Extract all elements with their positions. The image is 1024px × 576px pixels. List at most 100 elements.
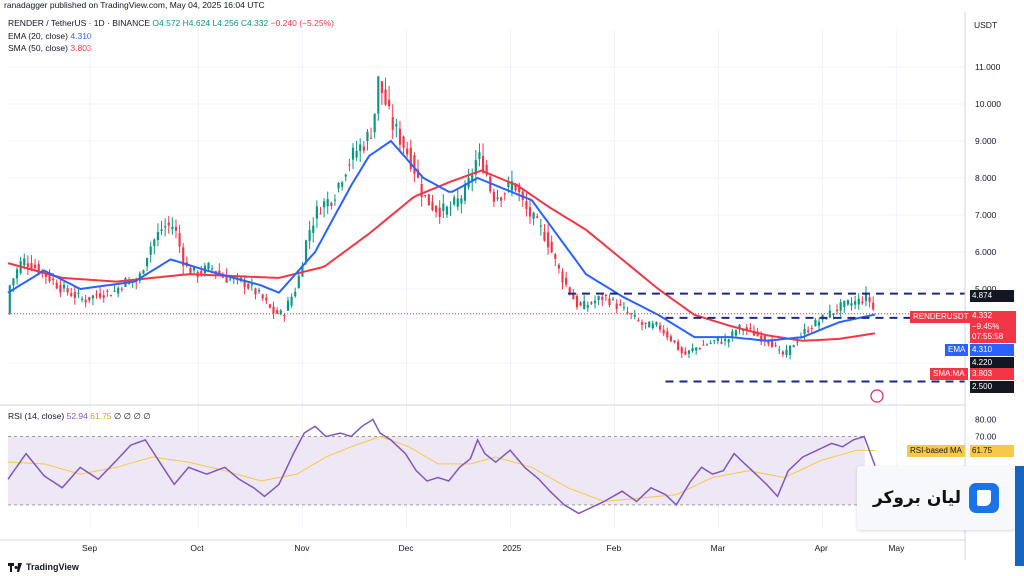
candle-body <box>792 345 795 348</box>
candle-body <box>99 293 102 298</box>
candle-body <box>500 197 503 201</box>
candle-body <box>781 351 784 355</box>
candle-body <box>156 232 160 240</box>
candle-body <box>716 338 719 342</box>
high-value: H4.624 <box>182 18 211 28</box>
candle-body <box>297 275 300 289</box>
candle-body <box>106 290 109 292</box>
candle-body <box>604 295 607 297</box>
rsi-legend-value: 52.94 <box>66 411 88 421</box>
candle-body <box>26 263 29 267</box>
candle-body <box>398 128 402 145</box>
candle-body <box>568 287 571 295</box>
candle-body <box>543 231 546 241</box>
candle-body <box>59 284 62 293</box>
last-price-box: 4.332 −9.45% 07:55:58 <box>970 311 1016 343</box>
candle-body <box>95 294 98 296</box>
symbol-name[interactable]: RENDER / TetherUS · 1D · BINANCE <box>8 18 151 28</box>
axes: 11.00010.0009.0008.0007.0006.0005.0003.0… <box>0 12 1001 560</box>
candle-body <box>593 300 597 304</box>
candle-body <box>153 239 156 247</box>
candle-body <box>843 300 846 308</box>
candle-body <box>644 322 647 324</box>
candle-body <box>377 76 380 114</box>
candle-body <box>359 144 362 151</box>
candle-body <box>308 230 311 241</box>
brand-icon <box>969 483 1000 513</box>
candle-body <box>868 297 871 302</box>
candle-body <box>413 155 416 174</box>
candle-body <box>218 270 221 275</box>
footer-brand-text: TradingView <box>26 562 79 572</box>
candle-body <box>586 305 589 308</box>
rsi-band <box>8 436 865 506</box>
candle-body <box>211 268 214 270</box>
candle-body <box>796 341 799 343</box>
candle-body <box>525 201 528 209</box>
currency-label: USDT <box>974 20 998 30</box>
candle-body <box>88 296 91 301</box>
candle-body <box>702 344 705 346</box>
rsi-legend-label: RSI (14, close) <box>8 411 65 421</box>
candle-body <box>229 278 232 280</box>
candle-body <box>814 320 817 327</box>
candle-body <box>510 181 514 191</box>
candle-body <box>633 315 636 317</box>
candle-body <box>709 342 712 344</box>
candle-body <box>677 341 680 350</box>
candle-body <box>658 325 662 330</box>
candle-body <box>789 345 792 355</box>
last-change: −9.45% <box>972 321 1000 331</box>
ema-legend[interactable]: EMA (20, close) 4.310 <box>8 31 92 41</box>
candle-body <box>373 113 376 133</box>
candle-body <box>434 205 438 213</box>
candle-body <box>261 294 264 299</box>
candle-body <box>503 193 506 195</box>
y-tick-label: 6.000 <box>975 247 997 257</box>
candle-body <box>550 241 553 253</box>
candle-body <box>283 315 286 317</box>
symbol-tag: RENDERUSDT <box>910 311 972 323</box>
candle-body <box>619 304 622 306</box>
sma-legend[interactable]: SMA (50, close) 3.803 <box>8 43 92 53</box>
candle-body <box>565 277 568 285</box>
candle-body <box>637 320 640 322</box>
candle-body <box>485 164 488 175</box>
candle-body <box>91 295 94 299</box>
ema-tag: 4.310 <box>970 344 1014 356</box>
candle-body <box>763 335 766 342</box>
rsi-legend[interactable]: RSI (14, close) 52.94 61.75 ∅ ∅ ∅ ∅ <box>8 411 151 422</box>
candle-body <box>120 288 123 290</box>
rsi-line <box>7 418 876 515</box>
candle-body <box>680 347 683 354</box>
candle-body <box>460 198 463 204</box>
candle-body <box>738 324 741 330</box>
candle-body <box>705 344 709 346</box>
y-tick-label: 8.000 <box>975 173 997 183</box>
candle-body <box>691 348 694 352</box>
y-tick-label: 11.000 <box>975 62 1001 72</box>
candle-body <box>55 282 58 289</box>
candle-body <box>695 347 698 351</box>
candle-body <box>785 349 788 355</box>
candle-body <box>612 298 615 300</box>
candle-body <box>673 340 676 343</box>
candle-body <box>149 246 152 255</box>
candle-body <box>557 264 560 269</box>
sma-legend-label: SMA (50, close) <box>8 43 68 53</box>
x-tick-label: Mar <box>711 543 726 553</box>
candle-body <box>846 300 849 305</box>
footer-brand[interactable]: TradingView <box>8 562 79 572</box>
y-tick-label: 9.000 <box>975 136 997 146</box>
x-tick-label: Feb <box>607 543 622 553</box>
candle-body <box>348 164 351 166</box>
tradingview-icon <box>8 562 22 572</box>
candle-body <box>167 222 170 226</box>
candle-body <box>395 124 398 127</box>
candle-body <box>290 296 293 306</box>
candle-body <box>77 292 80 294</box>
candle-body <box>463 183 467 201</box>
candle-body <box>575 295 579 308</box>
candle-body <box>23 258 26 266</box>
